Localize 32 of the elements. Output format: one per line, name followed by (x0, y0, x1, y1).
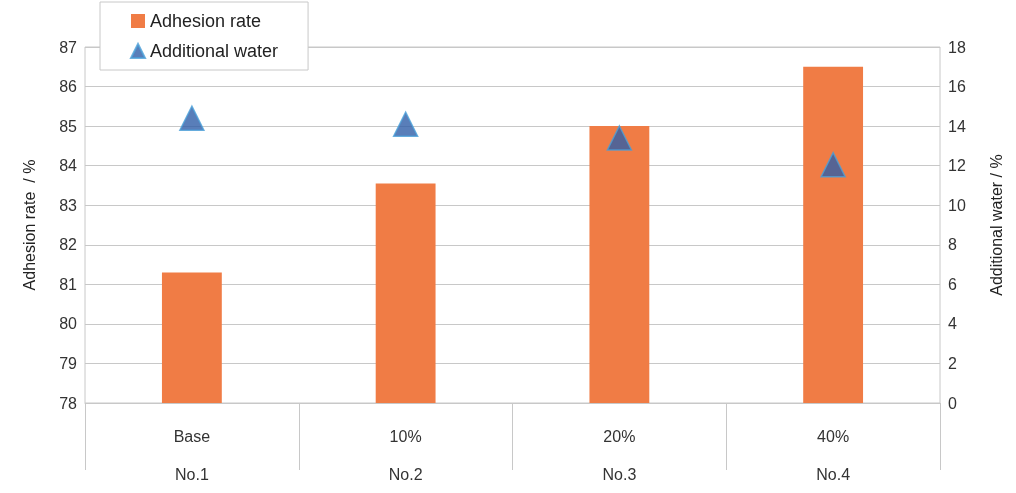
y-tick-label: 78 (59, 394, 78, 412)
y-tick-label: 83 (59, 196, 78, 214)
y-tick-label: 79 (59, 354, 78, 372)
y-tick-label: 82 (59, 236, 78, 254)
y2-tick-label: 0 (948, 394, 957, 412)
point (606, 125, 633, 151)
y2-axis-title: Additional water / % (987, 154, 1005, 296)
point (392, 111, 419, 137)
point (179, 105, 205, 131)
legend-label: Additional water (150, 41, 279, 61)
y2-tick-label: 14 (948, 117, 966, 135)
y2-tick-label: 12 (948, 157, 966, 175)
y2-tick-label: 18 (948, 38, 966, 56)
y2-tick-label: 10 (948, 196, 966, 214)
category-label: 10% No.2 (388, 427, 423, 483)
y2-tick-label: 6 (948, 275, 957, 293)
category-label: 20% No.3 (602, 427, 637, 483)
category-label: Base No.1 (173, 427, 211, 483)
y-tick-label: 81 (59, 275, 78, 293)
y2-tick-label: 4 (948, 315, 957, 333)
y2-tick-label: 8 (948, 236, 957, 254)
category-label: 40% No.4 (816, 427, 851, 483)
legend-label: Adhesion rate (150, 11, 262, 31)
point (820, 151, 846, 178)
y-tick-label: 87 (59, 38, 78, 56)
y-axis-title: Adhesion rate / % (20, 159, 38, 291)
y2-tick-label: 2 (948, 354, 957, 372)
y-tick-label: 80 (59, 315, 78, 333)
y2-tick-label: 16 (948, 78, 966, 96)
y-tick-label: 84 (59, 157, 78, 175)
y-tick-label: 86 (59, 78, 78, 96)
y-tick-label: 85 (59, 117, 78, 135)
